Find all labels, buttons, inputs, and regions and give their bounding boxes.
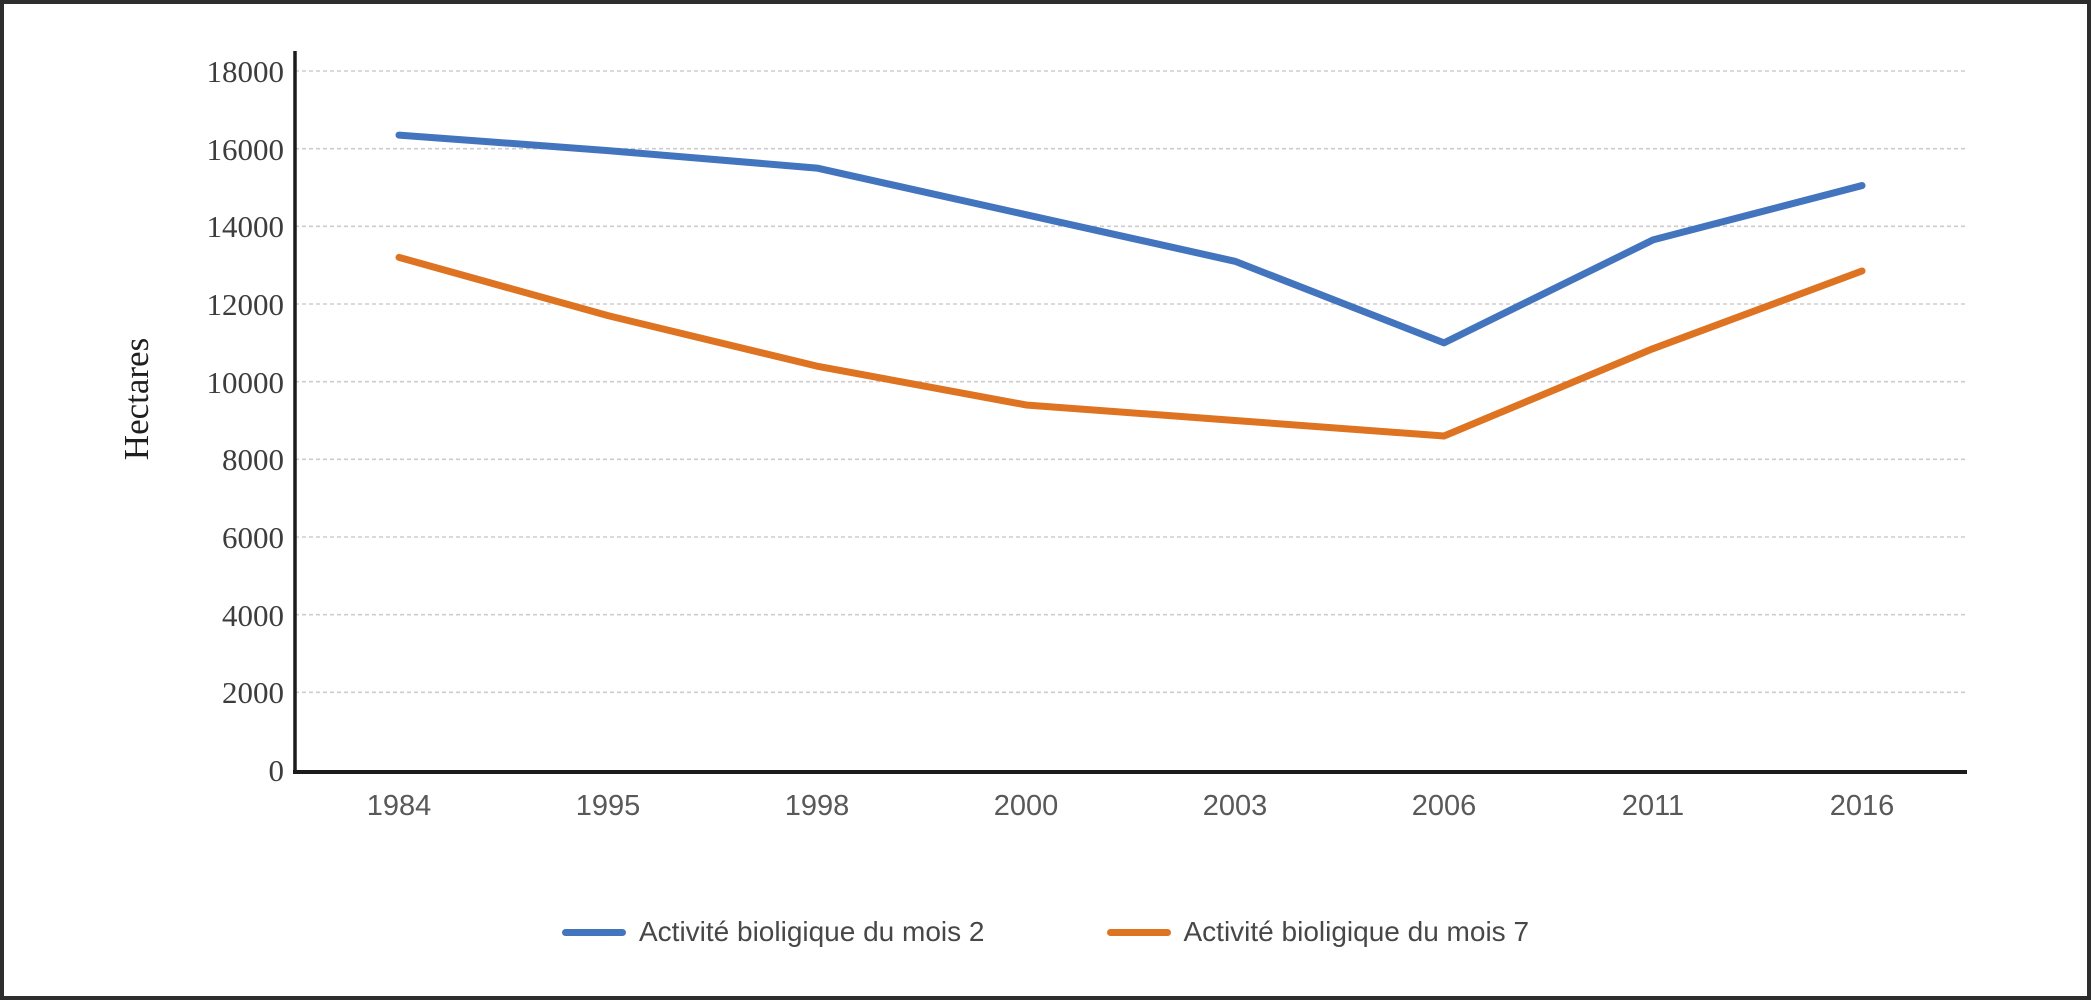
y-tick-label-8000: 8000: [222, 442, 284, 478]
legend-item-mois-2: Activité bioligique du mois 2: [561, 916, 985, 948]
legend-label-mois-7: Activité bioligique du mois 7: [1183, 916, 1530, 947]
y-tick-label-2000: 2000: [222, 675, 284, 711]
legend-item-mois-7: Activité bioligique du mois 7: [1106, 916, 1530, 948]
x-tick-label-2006: 2006: [1411, 790, 1477, 822]
y-tick-label-0: 0: [268, 753, 285, 788]
legend-line-swatch-blue: [561, 928, 626, 936]
y-axis-title: Hectares: [117, 337, 156, 461]
x-tick-label-1995: 1995: [575, 790, 641, 822]
y-tick-label-16000: 16000: [206, 131, 285, 167]
x-tick-label-2016: 2016: [1829, 790, 1895, 822]
y-tick-label-10000: 10000: [206, 364, 285, 400]
x-tick-label-1998: 1998: [784, 790, 850, 822]
line-chart-plot-area: [293, 51, 1967, 774]
y-tick-label-18000: 18000: [206, 54, 285, 89]
y-tick-label-4000: 4000: [222, 597, 284, 633]
series-line-mois-7: [395, 253, 1866, 440]
chart-legend: Activité bioligique du mois 2 Activité b…: [4, 916, 2087, 948]
legend-line-swatch-orange: [1106, 928, 1171, 936]
y-tick-label-12000: 12000: [206, 287, 285, 322]
x-tick-label-1984: 1984: [366, 790, 432, 822]
x-tick-label-2000: 2000: [993, 790, 1059, 822]
y-tick-label-14000: 14000: [206, 209, 285, 245]
legend-label-mois-2: Activité bioligique du mois 2: [638, 916, 985, 947]
series-line-mois-2: [395, 131, 1866, 347]
y-tick-label-6000: 6000: [222, 520, 284, 555]
x-tick-label-2011: 2011: [1621, 790, 1685, 822]
x-tick-label-2003: 2003: [1202, 790, 1268, 822]
